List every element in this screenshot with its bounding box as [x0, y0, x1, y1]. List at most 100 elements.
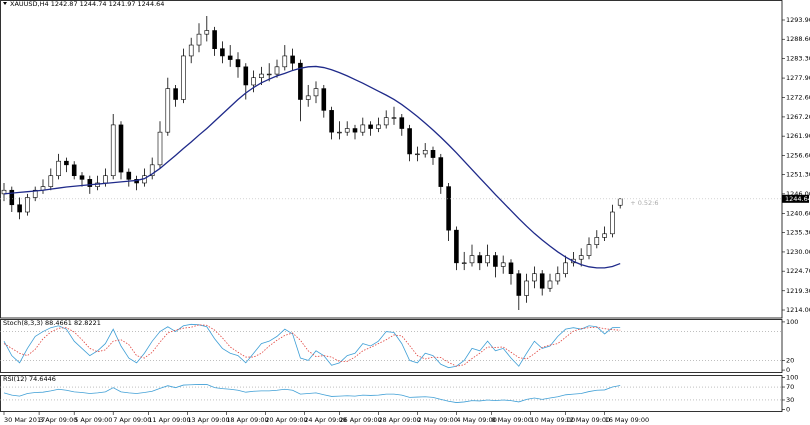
candle-body: [368, 124, 373, 129]
candle-body: [391, 117, 397, 119]
candle-body: [539, 273, 545, 289]
y-tick-label: 1293.90: [786, 16, 810, 24]
y-tick-label: 1288.60: [786, 35, 810, 43]
candle-body: [352, 128, 358, 133]
y-tick-label: 1256.60: [786, 151, 810, 159]
chart-title: XAUUSD,H4 1242.87 1244.74 1241.97 1244.6…: [10, 0, 164, 8]
candle-body: [71, 164, 77, 177]
x-tick-label: 11 Apr 09:00: [148, 416, 190, 424]
candle-body: [251, 77, 256, 86]
candle-body: [415, 153, 420, 156]
x-tick-label: 26 Apr 09:00: [339, 416, 381, 424]
y-tick-label: 1261.90: [786, 132, 810, 140]
rsi-panel: [0, 375, 783, 412]
candle-body: [313, 88, 319, 97]
candle-body: [563, 262, 568, 275]
candle-body: [547, 280, 553, 289]
y-tick-label: 0: [786, 366, 790, 374]
candle-body: [438, 157, 444, 187]
candle-body: [266, 73, 272, 76]
candle-body: [196, 33, 202, 46]
candle-body: [532, 273, 537, 282]
y-tick-label: 70: [786, 383, 794, 391]
x-tick-label: 28 Apr 09:00: [378, 416, 420, 424]
candle-body: [110, 124, 116, 177]
candle-body: [337, 131, 342, 134]
indicator-line: [3, 324, 621, 367]
candle-body: [469, 255, 475, 264]
y-tick-label: 1230.00: [786, 248, 810, 256]
candle-body: [48, 175, 54, 187]
x-tick-label: 2 May 09:00: [417, 416, 457, 424]
y-tick-label: 1214.00: [786, 306, 810, 314]
candle-body: [227, 55, 233, 60]
x-tick-label: 7 Apr 09:00: [113, 416, 151, 424]
indicator-line: [3, 323, 621, 369]
candle-body: [126, 171, 132, 180]
candle-body: [586, 244, 592, 256]
x-tick-label: 5 Apr 09:00: [74, 416, 112, 424]
candle-body: [220, 48, 225, 57]
y-tick-label: 100: [786, 318, 798, 326]
candle-body: [298, 62, 303, 100]
x-tick-label: 30 Mar 2017: [4, 416, 45, 424]
x-tick-label: 4 May 09:00: [456, 416, 496, 424]
main-panel: [0, 0, 783, 319]
stoch-title: Stoch(8,3,3) 88.4661 82.8221: [3, 319, 101, 327]
candle-body: [165, 88, 171, 133]
x-tick-label: 12 May 09:00: [566, 416, 611, 424]
candle-body: [602, 233, 607, 238]
y-tick-label: 1240.60: [786, 209, 810, 217]
candle-body: [399, 117, 405, 129]
y-tick-label: 1267.20: [786, 113, 810, 121]
candle-body: [32, 189, 38, 198]
candle-body: [485, 255, 490, 264]
candle-body: [500, 262, 506, 267]
candle-body: [446, 186, 451, 231]
candle-body: [17, 204, 22, 213]
candle-body: [188, 44, 194, 57]
candle-body: [118, 124, 124, 173]
y-tick-label: 0: [786, 406, 790, 414]
candle-body: [524, 280, 529, 296]
symbol-marker: [3, 2, 7, 5]
candle-body: [212, 30, 217, 49]
candle-body: [578, 255, 584, 260]
candle-body: [383, 117, 389, 126]
candle-body: [79, 175, 85, 180]
candle-body: [103, 175, 108, 184]
x-tick-label: 13 Apr 09:00: [187, 416, 229, 424]
candle-body: [274, 66, 280, 75]
candle-body: [594, 237, 600, 245]
price-box: [782, 194, 809, 203]
candle-body: [508, 262, 514, 275]
candle-body: [454, 229, 459, 264]
candle-body: [430, 150, 436, 158]
candle-body: [157, 131, 163, 166]
indicator-line: [3, 384, 621, 403]
candle-body: [235, 59, 241, 68]
candle-body: [87, 179, 93, 187]
candle-body: [290, 55, 295, 64]
candle-body: [477, 255, 483, 264]
candle-body: [1, 189, 7, 195]
candle-body: [407, 128, 412, 155]
rsi-title: RSI(12) 74.6446: [3, 375, 56, 383]
candle-body: [204, 30, 210, 35]
moving-average: [3, 65, 621, 269]
y-tick-label: 1224.70: [786, 267, 810, 275]
x-tick-label: 24 Apr 09:00: [304, 416, 346, 424]
candle-body: [610, 211, 615, 235]
candle-body: [329, 110, 334, 133]
candle-body: [305, 95, 311, 100]
y-tick-label: 1283.30: [786, 54, 810, 62]
candle-body: [461, 262, 467, 264]
candle-body: [493, 255, 498, 267]
candle-body: [516, 273, 522, 296]
candle-body: [376, 124, 381, 129]
x-tick-label: 16 May 09:00: [605, 416, 650, 424]
candle-body: [422, 150, 428, 155]
candle-body: [243, 66, 249, 86]
x-tick-label: 8 May 09:00: [492, 416, 532, 424]
